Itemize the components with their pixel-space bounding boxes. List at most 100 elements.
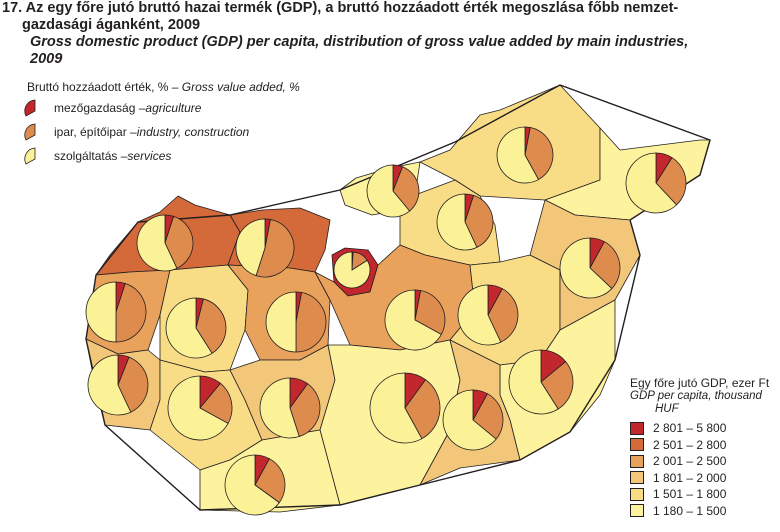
pie-legend-heading-hu: Bruttó hozzáadott érték, % – [27,80,182,94]
industry-slice [115,282,147,343]
industry-slice [255,219,295,278]
agriculture-label-en: agriculture [145,101,202,115]
industry-slice [295,292,327,353]
industry-slice [164,215,194,269]
industry-slice [524,127,554,181]
title-hungarian-line2: gazdasági áganként, 2009 [22,17,201,33]
industry-slice [404,379,441,440]
pie-legend-heading: Bruttó hozzáadott érték, % – Gross value… [27,80,300,94]
pie-legend-item-services: szolgáltatás – services [22,144,300,168]
pie-legend: Bruttó hozzáadott érték, % – Gross value… [22,80,300,168]
pie-budapest [333,251,371,289]
services-slice [496,126,540,184]
industry-slice [540,361,574,410]
gdp-class-legend: Egy főre jutó GDP, ezer Ft GDP per capit… [630,377,778,519]
services-slice [259,377,300,439]
services-label-hu: szolgáltatás – [54,149,128,163]
pie-fej-r [265,291,327,353]
industry-slice [464,194,494,248]
services-slice [165,297,213,359]
country-outline [85,84,711,511]
pie-tolna [259,377,321,439]
pie-legend-heading-en: Gross value added, % [181,80,300,94]
gdp-class-6: 1 180 – 1 500 [630,503,778,520]
services-slice [235,218,266,277]
gdp-class-swatch [630,504,644,518]
gdp-class-label: 1 180 – 1 500 [653,503,727,518]
industry-slice [487,288,519,343]
gdp-class-label: 2 801 – 5 800 [653,421,727,436]
pie-szabolcs-szatm-r-bereg [625,152,687,214]
pie-heves [436,193,494,251]
pie-j-sz-nagykun-szolnok [457,284,519,346]
gdp-class-4: 1 801 – 2 000 [630,470,778,487]
pie-kom-rom-esztergom [235,218,295,278]
gdp-class-5: 1 501 – 1 800 [630,486,778,503]
gdp-class-swatch [630,421,644,435]
pie-gy-r-moson-sopron [136,214,194,272]
pie-pest [384,289,446,351]
industry-slice [655,157,687,206]
gdp-class-1: 2 801 – 5 800 [630,420,778,437]
pie-n-gr-d [366,164,420,218]
gdp-class-2: 2 501 – 2 800 [630,437,778,454]
pie-legend-item-industry: ipar, építőipar – industry, construction [22,120,300,144]
pie-veszpr-m [165,297,227,359]
industry-slice [117,356,149,413]
industry-slice [199,382,233,424]
industry-label-hu: ipar, építőipar – [54,125,137,139]
industry-pie-icon [24,123,36,141]
gdp-class-swatch [630,487,644,501]
services-slice [559,237,613,299]
agriculture-label-hu: mezőgazdaság – [54,101,146,115]
gdp-legend-heading-hu: Egy főre jutó GDP, ezer Ft [630,376,770,390]
services-slice [136,214,178,272]
gdp-class-swatch [630,454,644,468]
services-slice [442,389,497,451]
gdp-class-label: 2 501 – 2 800 [653,437,727,452]
pie-b-cs-kiskun [369,372,441,444]
industry-slice [254,458,286,504]
pie-csongr-d [442,389,504,451]
gdp-class-label: 1 801 – 2 000 [653,470,727,485]
industry-slice [472,393,504,440]
services-label-en: services [127,149,172,163]
industry-slice [589,241,621,290]
agriculture-pie-icon [24,99,36,117]
services-slice [265,291,297,353]
title-english-line1: Gross domestic product (GDP) per capita,… [30,34,689,50]
services-slice [85,281,117,343]
gdp-legend-heading-en-2: HUF [655,403,679,415]
pie-hajd-bihar [559,237,621,299]
industry-label-en: industry, construction [136,125,250,139]
services-slice [333,251,371,289]
pie-b-k-s [508,349,574,415]
gdp-class-3: 2 001 – 2 500 [630,453,778,470]
services-slice [167,375,229,441]
services-slice [457,284,502,346]
gdp-class-swatch [630,471,644,485]
services-slice [369,372,423,444]
pie-vas [85,281,147,343]
services-slice [366,164,411,218]
pie-borsod-aba-j-zempl-n [496,126,554,184]
title-english-line2: 2009 [30,51,63,67]
services-pie-icon [24,147,36,165]
map-title: 17. Az egy főre jutó bruttó hazai termék… [2,0,778,68]
gdp-class-label: 1 501 – 1 800 [653,487,727,502]
gdp-legend-heading-en: GDP per capita, thousand [630,390,762,402]
services-slice [384,289,442,351]
industry-slice [392,166,420,212]
pie-legend-item-agriculture: mezőgazdaság – agriculture [22,96,300,120]
services-slice [508,349,559,415]
industry-slice [289,383,321,438]
pie-baranya [224,454,286,516]
gdp-class-swatch [630,438,644,452]
pie-zala [87,354,149,416]
services-slice [436,193,478,251]
industry-slice [414,290,446,335]
services-slice [87,354,132,416]
services-slice [625,152,678,214]
gdp-class-label: 2 001 – 2 500 [653,454,727,469]
